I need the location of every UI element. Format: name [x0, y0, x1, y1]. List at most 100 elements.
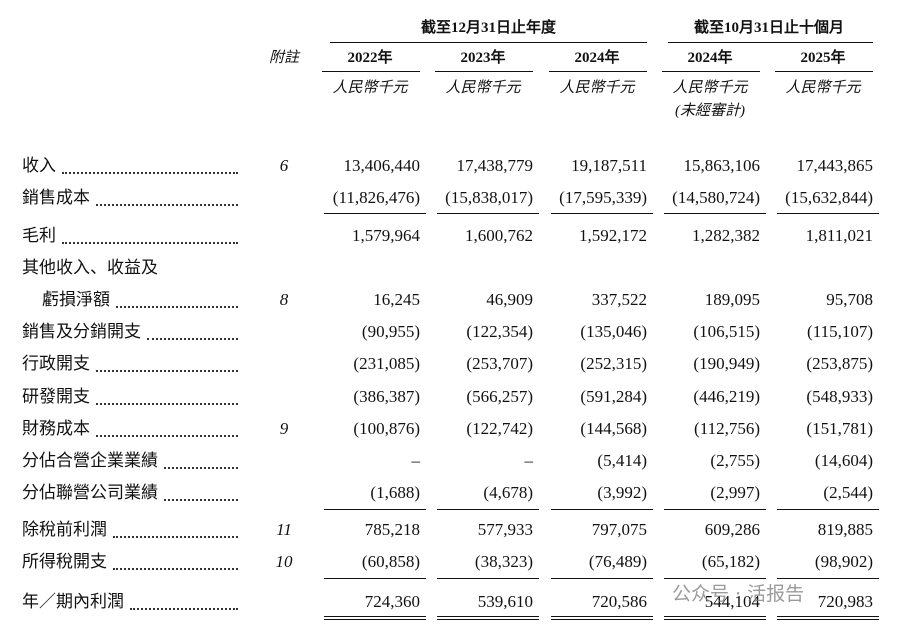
year-header: 2023年	[460, 50, 506, 66]
rule	[777, 213, 879, 214]
rule	[662, 71, 760, 72]
rule	[777, 509, 879, 510]
value: 785,218	[364, 520, 420, 539]
rule	[775, 71, 873, 72]
row-label: 收入	[22, 156, 56, 175]
value: 16,245	[373, 290, 420, 309]
rule	[437, 616, 539, 617]
dot-leader	[147, 338, 238, 340]
unit: 人民幣千元	[559, 80, 635, 96]
rule	[551, 213, 653, 214]
value: 15,863,106	[683, 156, 761, 175]
rule	[551, 509, 653, 510]
unit: 人民幣千元	[445, 80, 521, 96]
dot-leader	[96, 435, 238, 437]
row-label: 財務成本	[22, 419, 90, 438]
value: 1,282,382	[692, 226, 760, 245]
value: (15,838,017)	[445, 188, 533, 207]
value: (231,085)	[353, 354, 420, 373]
value: (98,902)	[814, 552, 873, 571]
dot-leader	[164, 467, 238, 469]
value: (253,875)	[806, 354, 873, 373]
value: 189,095	[704, 290, 760, 309]
rule	[435, 71, 533, 72]
value: (151,781)	[806, 419, 873, 438]
value: 1,579,964	[352, 226, 420, 245]
row-label: 除稅前利潤	[22, 520, 107, 539]
value: (76,489)	[588, 552, 647, 571]
year-header: 2022年	[347, 50, 393, 66]
value: 17,443,865	[796, 156, 874, 175]
value: 17,438,779	[456, 156, 534, 175]
row-label: 行政開支	[22, 354, 90, 373]
row-label: 毛利	[22, 226, 56, 245]
watermark: 公众号 · 活报告	[672, 583, 805, 605]
value: 46,909	[486, 290, 533, 309]
value: 819,885	[817, 520, 873, 539]
value: (4,678)	[483, 483, 533, 502]
rule	[664, 509, 766, 510]
row-label: 銷售成本	[22, 188, 90, 207]
dot-leader	[96, 370, 238, 372]
rule	[777, 578, 879, 579]
rule	[664, 578, 766, 579]
note: 11	[276, 520, 292, 539]
value: (2,755)	[710, 451, 760, 470]
value: (60,858)	[361, 552, 420, 571]
value: (115,107)	[807, 322, 873, 341]
row-label: 分佔合營企業業績	[22, 451, 158, 470]
rule	[551, 619, 653, 620]
rule	[551, 616, 653, 617]
rule	[437, 619, 539, 620]
value: 95,708	[826, 290, 873, 309]
value: 19,187,511	[571, 156, 647, 175]
unit: 人民幣千元	[332, 80, 408, 96]
value: (112,756)	[694, 419, 760, 438]
value: 577,933	[477, 520, 533, 539]
value: (122,354)	[466, 322, 533, 341]
value: (252,315)	[580, 354, 647, 373]
rule	[322, 71, 420, 72]
rule	[549, 71, 647, 72]
value: (446,219)	[693, 387, 760, 406]
unit: 人民幣千元	[785, 80, 861, 96]
value: 720,983	[817, 592, 873, 611]
rule	[437, 509, 539, 510]
rule	[330, 42, 647, 43]
value: (122,742)	[466, 419, 533, 438]
value: (106,515)	[693, 322, 760, 341]
value: 797,075	[591, 520, 647, 539]
value: (14,580,724)	[672, 188, 760, 207]
year-header: 2025年	[800, 50, 846, 66]
value: 720,586	[591, 592, 647, 611]
value: (14,604)	[814, 451, 873, 470]
rule	[324, 578, 426, 579]
value: (15,632,844)	[785, 188, 873, 207]
dot-leader	[62, 242, 238, 244]
rule	[664, 619, 766, 620]
row-label: 銷售及分銷開支	[22, 322, 141, 341]
value: 1,600,762	[465, 226, 533, 245]
value: (566,257)	[466, 387, 533, 406]
note: 10	[275, 552, 293, 571]
rule	[551, 578, 653, 579]
dot-leader	[164, 499, 238, 501]
value: (548,933)	[806, 387, 873, 406]
value: (2,997)	[710, 483, 760, 502]
dot-leader	[62, 172, 238, 174]
rule	[777, 619, 879, 620]
value: (135,046)	[580, 322, 647, 341]
unit: 人民幣千元	[672, 80, 748, 96]
dot-leader	[113, 568, 238, 570]
dot-leader	[96, 204, 238, 206]
group-header: 截至12月31日止年度	[420, 20, 556, 36]
row-label: 年／期內利潤	[22, 592, 124, 611]
rule	[324, 616, 426, 617]
value: (3,992)	[597, 483, 647, 502]
rule	[437, 578, 539, 579]
row-label: 其他收入、收益及	[22, 258, 158, 277]
value: (144,568)	[580, 419, 647, 438]
value: (190,949)	[693, 354, 760, 373]
value: 724,360	[364, 592, 420, 611]
